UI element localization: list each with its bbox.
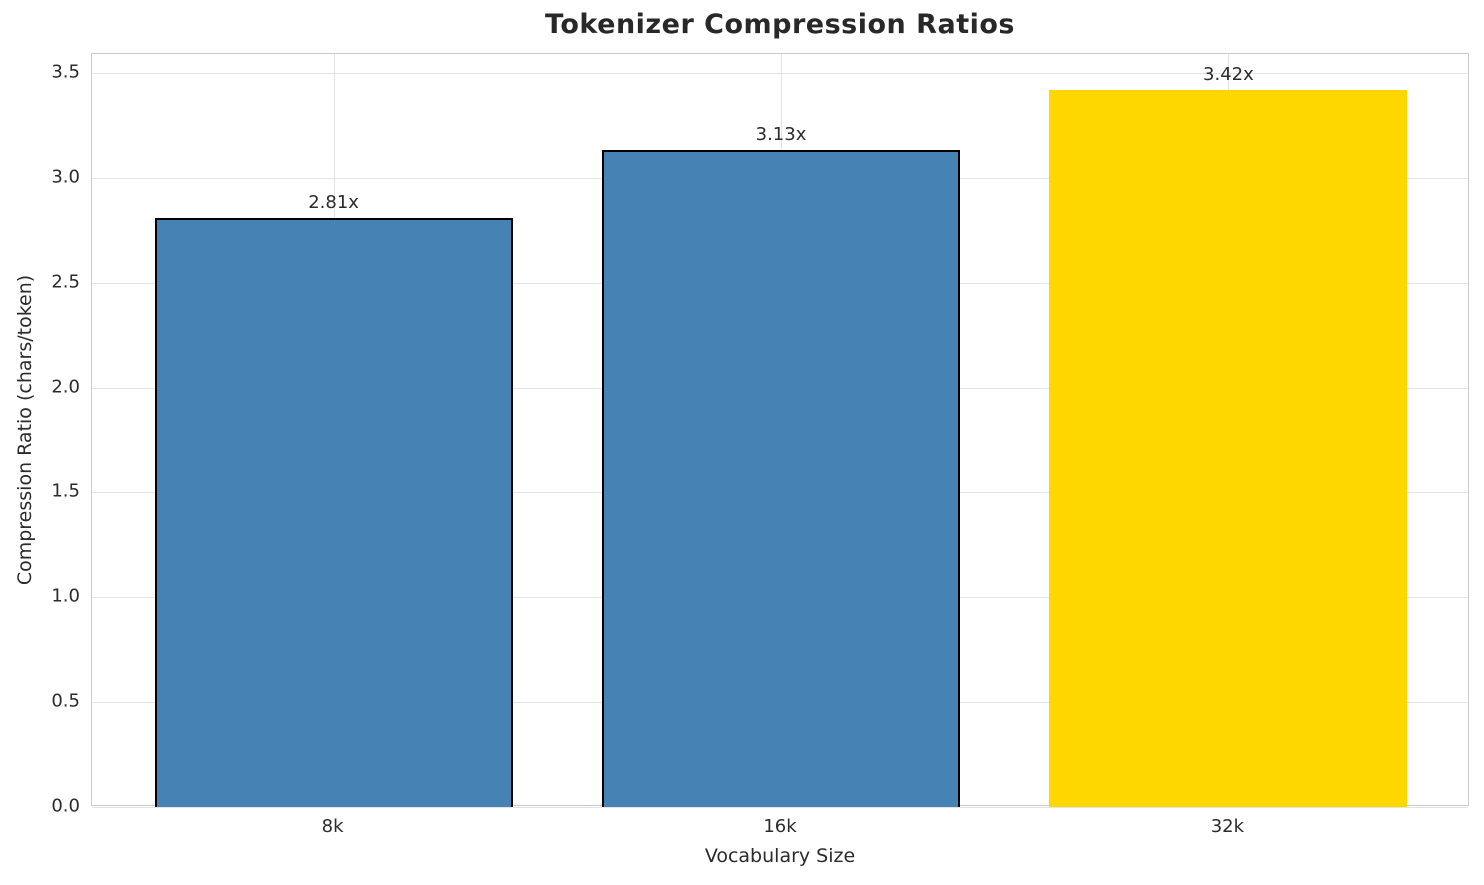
bar-16k [602, 150, 960, 807]
gridline-horizontal [92, 807, 1468, 808]
y-tick-label: 0.5 [51, 690, 80, 712]
bar-value-label: 3.42x [1203, 63, 1254, 85]
y-tick-label: 2.0 [51, 376, 80, 397]
y-tick-label: 0.0 [51, 795, 80, 817]
y-axis-label: Compression Ratio (chars/token) [14, 274, 36, 586]
gridline-horizontal [92, 72, 1468, 74]
y-tick-label: 1.0 [51, 585, 80, 607]
y-tick-label: 3.0 [51, 166, 80, 188]
plot-area: 2.81x 3.13x 3.42x [91, 53, 1469, 808]
bar-value-label: 3.13x [755, 124, 807, 146]
y-tick-label: 2.5 [51, 271, 80, 293]
x-tick-label-16k: 16k [763, 816, 797, 837]
y-tick-label: 1.5 [51, 480, 80, 502]
bar-value-label: 2.81x [308, 191, 359, 213]
y-tick-label: 3.5 [51, 61, 80, 83]
x-tick-label-32k: 32k [1210, 816, 1245, 837]
chart-title: Tokenizer Compression Ratios [545, 9, 1015, 40]
x-tick-label-8k: 8k [321, 816, 344, 837]
x-axis-label: Vocabulary Size [704, 845, 856, 867]
bar-8k [154, 217, 513, 807]
bar-32k [1049, 89, 1408, 807]
